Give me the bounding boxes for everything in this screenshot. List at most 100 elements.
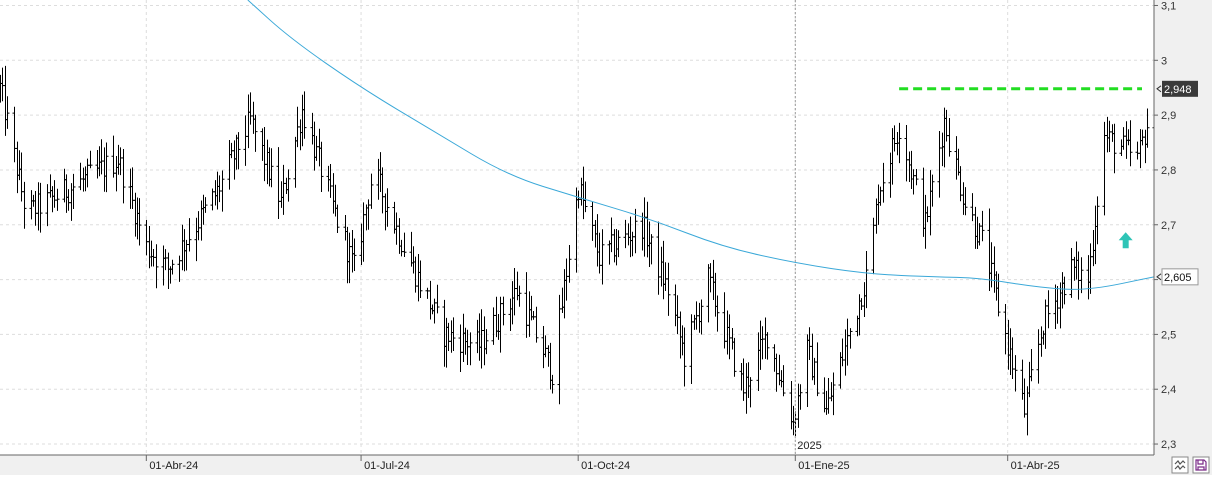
ohlc-bar [484, 329, 489, 355]
time-axis-ticks: 01-Abr-24 01-Jul-24 01-Oct-24 01-Ene-25 01-A… [145, 455, 1060, 472]
ohlc-bar [765, 332, 770, 360]
ohlc-bar [203, 197, 208, 213]
y-tick-label: 3,1 [1161, 0, 1176, 12]
y-tick-label: 2,9 [1161, 110, 1176, 122]
time-axis [0, 455, 1154, 475]
ohlc-bar [930, 174, 935, 207]
ohlc-bar [616, 230, 621, 258]
floppy-disk-icon [1195, 459, 1207, 471]
x-tick-label: 01-Abr-25 [1011, 460, 1060, 472]
last-price-tag: 2,948 [1156, 80, 1198, 97]
y-tick-label: 3 [1161, 55, 1167, 67]
ohlc-bar [154, 244, 159, 289]
y-tick-label: 2,3 [1161, 439, 1176, 451]
ohlc-bar [220, 170, 225, 212]
price-axis [1154, 0, 1212, 475]
ohlc-bar [269, 148, 274, 188]
ohlc-bar [848, 328, 853, 349]
ohlc-bar [1029, 348, 1034, 382]
zigzag-icon [1174, 460, 1186, 470]
ohlc-bar [1112, 123, 1117, 174]
x-tick-label: 01-Jul-24 [364, 460, 410, 472]
ohlc-bar [748, 377, 753, 408]
last-price-label: 2,948 [1164, 84, 1192, 96]
ohlc-bar [22, 181, 27, 229]
moving-average-line [247, 0, 1155, 290]
x-tick-label: 01-Ene-25 [798, 460, 849, 472]
ohlc-bar [137, 198, 142, 246]
ohlc-bar [517, 285, 522, 307]
ohlc-bar [236, 132, 241, 170]
ohlc-bar [1062, 276, 1067, 305]
ohlc-bar [302, 91, 307, 139]
x-tick-label: 01-Abr-24 [149, 460, 198, 472]
ohlc-bar [286, 169, 291, 202]
year-marker-label: 2025 [797, 440, 821, 452]
ohlc-bar [781, 365, 786, 397]
y-tick-label: 2,5 [1161, 329, 1176, 341]
ohlc-bar [1079, 257, 1084, 294]
y-tick-label: 2,7 [1161, 220, 1176, 232]
ohlc-bar [633, 208, 638, 254]
ohlc-bar [682, 327, 687, 387]
ohlc-bar [583, 181, 588, 213]
y-tick-label: 2,4 [1161, 384, 1176, 396]
ohlc-bar [369, 173, 374, 209]
ohlc-bar [798, 384, 803, 410]
ohlc-bar [468, 332, 473, 366]
ohlc-bar [864, 250, 869, 309]
ohlc-bar [715, 295, 720, 332]
ohlc-bar [187, 218, 192, 252]
ohlc-bar [980, 210, 985, 242]
ohlc-bar [600, 229, 605, 285]
ohlc-bar [451, 317, 456, 352]
ohlc-bar [121, 149, 126, 204]
x-tick-label: 01-Oct-24 [581, 460, 630, 472]
ohlc-bar [319, 141, 324, 193]
ohlc-bar [550, 374, 555, 394]
ohlc-bar [567, 245, 572, 283]
last-price-pointer-icon [1156, 85, 1162, 93]
ohlc-bar [881, 162, 886, 203]
ohlc-bar [534, 306, 539, 343]
ohlc-bar [1128, 120, 1133, 167]
ohlc-bar [649, 234, 654, 265]
ohlc-bar [418, 260, 423, 298]
ohlc-bar [402, 232, 407, 257]
ohlc-bar [1095, 196, 1100, 245]
ohlc-bar [947, 117, 952, 157]
ohlc-bar [666, 262, 671, 316]
ohlc-bar [5, 96, 10, 129]
ohlc-bar [88, 150, 93, 169]
ohlc-bar [170, 259, 175, 275]
ohlc-bar [38, 182, 43, 233]
up-arrow-icon [1118, 232, 1133, 249]
save-button[interactable] [1192, 456, 1210, 474]
auto-scale-button[interactable] [1171, 456, 1189, 474]
ohlc-bar [435, 284, 440, 314]
ohlc-bar [732, 337, 737, 377]
ohlc-bars [0, 65, 1157, 437]
ohlc-bar [1013, 355, 1018, 392]
ohlc-bar [699, 299, 704, 335]
ohlc-bar [1046, 290, 1051, 329]
ohlc-bar [104, 142, 109, 193]
ohlc-bar [831, 372, 836, 416]
ohlc-bar [253, 114, 258, 152]
ohlc-bar [501, 296, 506, 326]
moving-average-label: 2,605 [1164, 272, 1192, 284]
ohlc-bar [352, 238, 357, 271]
ohlc-bar [897, 122, 902, 164]
y-tick-label: 2,8 [1161, 165, 1176, 177]
ohlc-bar [1145, 108, 1150, 148]
ohlc-bar [963, 187, 968, 216]
ohlc-bar [55, 188, 60, 211]
ohlc-bar [71, 173, 76, 210]
ohlc-bar [335, 204, 340, 234]
ohlc-bar [385, 188, 390, 227]
ohlc-bar [914, 169, 919, 186]
ma-pointer-icon [1156, 273, 1162, 281]
